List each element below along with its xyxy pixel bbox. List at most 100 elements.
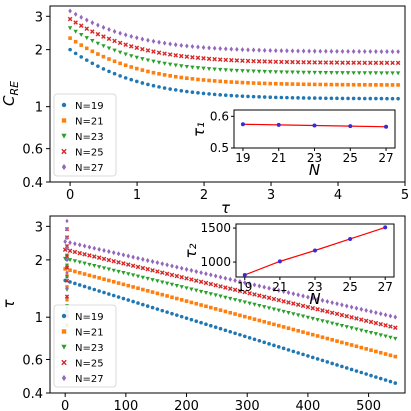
data-point [65, 286, 69, 291]
inset-y-axis-label: τ₂ [182, 243, 200, 258]
inset-y-tick-label: 1500 [200, 221, 231, 235]
data-point [344, 366, 349, 370]
data-point [101, 266, 107, 271]
data-point [107, 26, 111, 33]
data-point [84, 26, 90, 32]
data-point [218, 294, 223, 299]
data-point [339, 323, 345, 328]
data-point [106, 36, 112, 42]
data-point [390, 96, 395, 101]
data-point [279, 95, 284, 100]
data-point [68, 268, 72, 272]
data-point [92, 287, 97, 292]
data-point [155, 307, 160, 311]
data-point [354, 327, 359, 332]
data-point [67, 258, 73, 263]
data-point [318, 70, 323, 75]
data-point [384, 71, 390, 76]
data-point [107, 69, 111, 74]
data-point [238, 332, 242, 337]
data-point [281, 298, 286, 304]
data-point [362, 71, 367, 76]
data-point [223, 309, 228, 314]
data-point [157, 39, 161, 45]
data-point [190, 65, 195, 70]
data-point [223, 46, 228, 52]
data-point [145, 304, 150, 308]
data-point [251, 81, 256, 85]
x-tick-label: 4 [334, 188, 342, 203]
data-point [87, 244, 92, 250]
series-N=25 [67, 16, 401, 66]
y-tick-label: 0.4 [22, 387, 43, 402]
inset-point [383, 225, 388, 230]
data-point [168, 62, 173, 67]
data-point [189, 277, 194, 282]
data-point [130, 263, 136, 269]
data-point [229, 80, 234, 84]
data-point [320, 297, 325, 303]
data-point [190, 77, 195, 81]
data-point [273, 81, 278, 86]
axes-frame [49, 215, 406, 394]
data-point [63, 239, 67, 245]
data-point [388, 379, 393, 384]
data-point [286, 311, 291, 315]
data-point [291, 291, 296, 297]
data-point [184, 286, 189, 291]
data-point [310, 295, 315, 301]
data-point [301, 352, 305, 357]
data-point [351, 71, 356, 76]
data-point [64, 254, 70, 259]
data-point [179, 75, 184, 80]
data-point [257, 318, 262, 323]
data-point [140, 275, 146, 280]
data-point [141, 287, 145, 292]
data-point [156, 60, 162, 65]
data-point [291, 349, 296, 354]
data-point [87, 273, 92, 278]
data-point [378, 333, 383, 338]
data-point [310, 332, 315, 337]
data-point [267, 321, 271, 325]
data-point [335, 363, 339, 367]
data-point [374, 83, 378, 87]
data-point [245, 58, 251, 64]
data-point [218, 67, 223, 72]
data-point [162, 61, 167, 66]
data-point [174, 273, 180, 279]
legend-label: N=25 [75, 148, 104, 159]
data-point [272, 343, 276, 348]
data-point [90, 20, 95, 26]
legend-label: N=23 [75, 343, 104, 354]
data-point [362, 83, 367, 87]
data-point [90, 29, 95, 34]
data-point [199, 270, 203, 276]
data-point [111, 279, 116, 284]
data-point [291, 301, 296, 306]
data-point [240, 47, 245, 53]
data-point [276, 323, 281, 328]
data-point [324, 48, 328, 54]
data-point [134, 55, 139, 60]
x-tick-label: 5 [401, 188, 409, 203]
legend-label: N=21 [75, 117, 104, 128]
data-point [169, 282, 175, 287]
data-point [111, 268, 116, 273]
inset-x-tick-label: 25 [343, 151, 358, 165]
data-point [273, 70, 278, 75]
data-point [373, 60, 379, 66]
data-point [237, 299, 243, 304]
inset-point [348, 236, 353, 241]
data-point [111, 293, 116, 298]
inset-x-tick-label: 27 [378, 151, 393, 165]
data-point [201, 56, 206, 61]
data-point [247, 290, 252, 296]
data-point [349, 304, 354, 310]
data-point [379, 83, 384, 87]
data-point [82, 284, 87, 289]
data-point [141, 302, 145, 307]
data-point [155, 279, 160, 284]
data-point [252, 317, 257, 321]
data-point [346, 48, 350, 54]
